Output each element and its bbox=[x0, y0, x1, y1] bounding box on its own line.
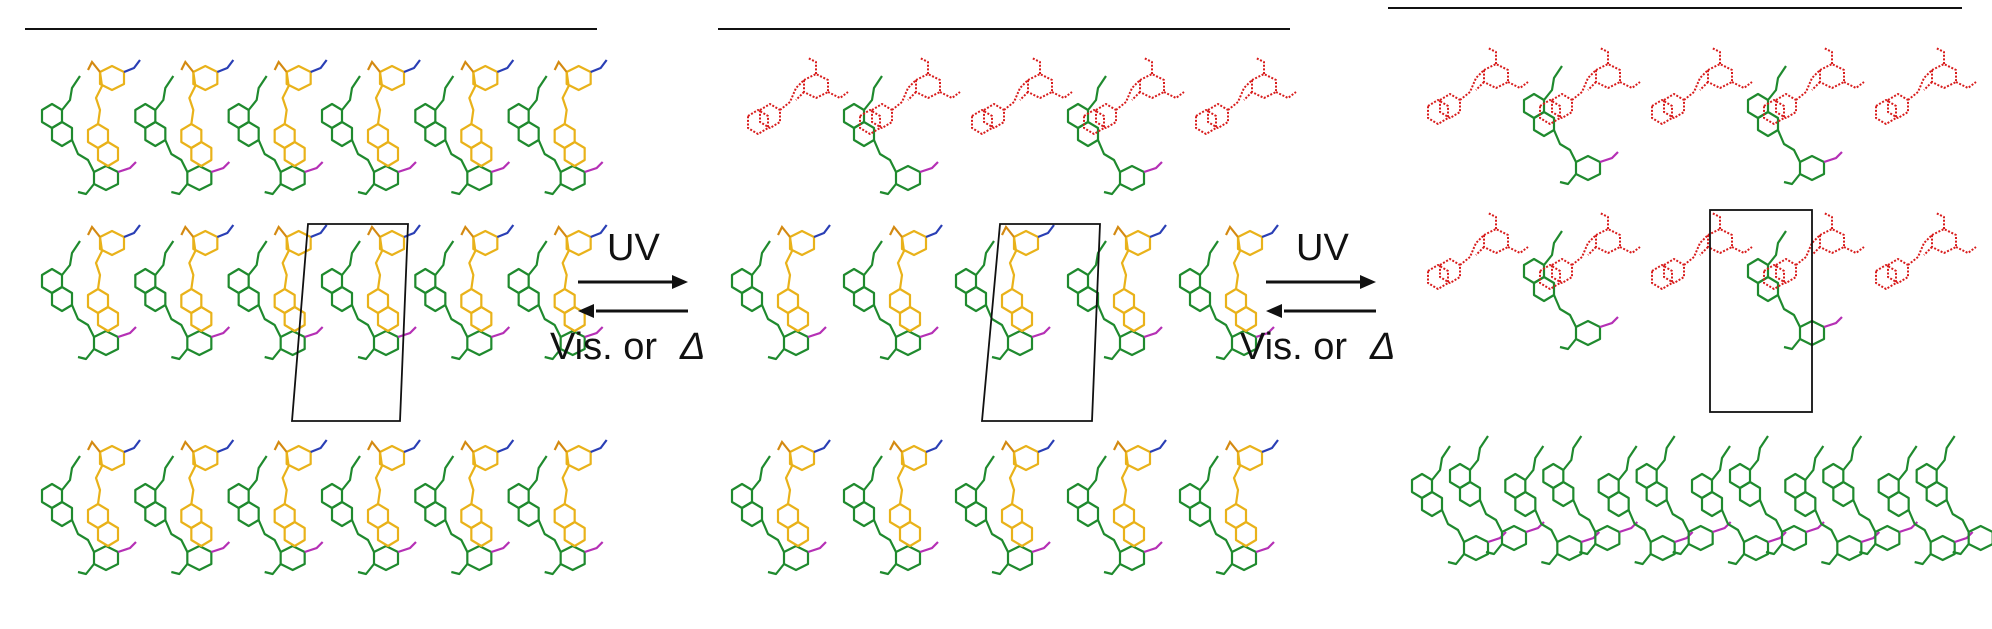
yellow-molecule bbox=[888, 438, 944, 548]
yellow-molecule bbox=[273, 438, 328, 548]
yellow-molecule bbox=[1224, 223, 1280, 333]
yellow-molecule bbox=[1000, 438, 1056, 548]
green-molecule bbox=[1746, 229, 1844, 351]
unit-cell-box-1 bbox=[291, 223, 409, 422]
green-molecule bbox=[842, 74, 940, 196]
arrow-2-reverse-symbol: Δ bbox=[1369, 326, 1396, 368]
red-molecule bbox=[971, 57, 1073, 135]
yellow-molecule bbox=[273, 58, 328, 168]
panel-isomerized-packing bbox=[1410, 47, 1992, 566]
yellow-molecule bbox=[888, 223, 944, 333]
yellow-molecule bbox=[460, 58, 515, 168]
red-molecule bbox=[1651, 212, 1753, 290]
yellow-molecule bbox=[1224, 438, 1280, 548]
unit-cell-box-3 bbox=[1709, 209, 1813, 413]
yellow-molecule bbox=[180, 223, 235, 333]
panel-initial-packing bbox=[40, 58, 608, 576]
yellow-molecule bbox=[1112, 438, 1168, 548]
red-molecule bbox=[1427, 212, 1529, 290]
yellow-molecule bbox=[553, 438, 608, 548]
yellow-molecule bbox=[180, 438, 235, 548]
green-molecule bbox=[1522, 64, 1620, 186]
red-molecule bbox=[859, 57, 961, 135]
arrow-group-1: UV Vis. or Δ bbox=[550, 227, 706, 368]
unit-cell-box-2 bbox=[981, 223, 1101, 422]
arrow-1-reverse-label: Vis. or bbox=[550, 326, 657, 368]
yellow-molecule bbox=[366, 223, 422, 333]
yellow-molecule bbox=[366, 58, 422, 168]
green-molecule bbox=[1522, 229, 1620, 351]
arrow-2-reverse-label: Vis. or bbox=[1240, 326, 1347, 368]
red-molecule bbox=[1651, 47, 1753, 125]
arrow-1-forward-label: UV bbox=[607, 227, 660, 269]
red-molecule bbox=[1539, 47, 1641, 125]
red-molecule bbox=[1763, 47, 1865, 125]
yellow-molecule bbox=[553, 223, 608, 333]
yellow-molecule bbox=[1000, 223, 1056, 333]
red-molecule bbox=[1763, 212, 1865, 290]
yellow-molecule bbox=[86, 58, 142, 168]
green-molecule bbox=[1066, 74, 1164, 196]
red-molecule bbox=[1083, 57, 1185, 135]
arrow-group-2: UV Vis. or Δ bbox=[1240, 227, 1396, 368]
arrow-1-reverse-symbol: Δ bbox=[679, 326, 706, 368]
yellow-molecule bbox=[460, 438, 515, 548]
green-molecule bbox=[1746, 64, 1844, 186]
red-molecule bbox=[1875, 47, 1977, 125]
yellow-molecule bbox=[776, 223, 832, 333]
yellow-molecule bbox=[460, 223, 515, 333]
arrow-2-forward-label: UV bbox=[1296, 227, 1349, 269]
yellow-molecule bbox=[180, 58, 235, 168]
yellow-molecule bbox=[776, 438, 832, 548]
red-molecule bbox=[1875, 212, 1977, 290]
yellow-molecule bbox=[86, 223, 142, 333]
arrow-1-reverse-head bbox=[578, 304, 594, 318]
panel-partial-packing bbox=[730, 57, 1297, 576]
yellow-molecule bbox=[1112, 223, 1168, 333]
yellow-molecule bbox=[553, 58, 608, 168]
red-molecule bbox=[1195, 57, 1297, 135]
red-molecule bbox=[747, 57, 849, 135]
arrow-1-forward-head bbox=[672, 275, 688, 289]
red-molecule bbox=[1427, 47, 1529, 125]
arrow-2-reverse-head bbox=[1266, 304, 1282, 318]
arrow-2-forward-head bbox=[1360, 275, 1376, 289]
red-molecule bbox=[1539, 212, 1641, 290]
yellow-molecule bbox=[86, 438, 142, 548]
yellow-molecule bbox=[366, 438, 422, 548]
